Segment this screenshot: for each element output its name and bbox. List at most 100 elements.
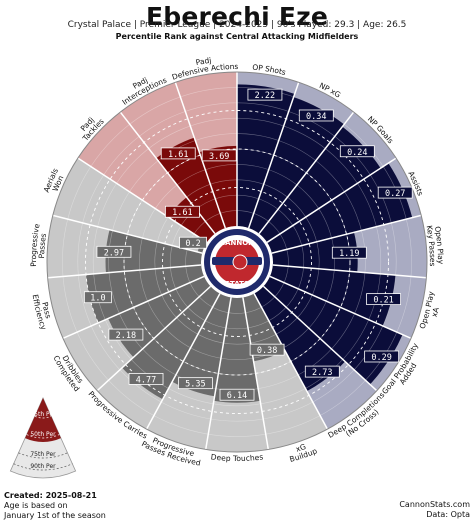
value-label: 0.2 bbox=[185, 239, 200, 249]
grid-separator bbox=[174, 82, 227, 229]
legend-label: 50th Per bbox=[30, 431, 56, 438]
wedge-value bbox=[122, 286, 220, 400]
data-source: Data: Opta bbox=[426, 510, 470, 519]
value-label: 2.73 bbox=[312, 368, 332, 378]
value-label: 3.69 bbox=[209, 152, 229, 162]
value-box bbox=[247, 88, 283, 101]
cannon-stats-logo: CANNON STATS bbox=[204, 229, 270, 295]
player-info-subtitle: Crystal Palace | Premier League | 2024-2… bbox=[67, 20, 407, 30]
grid-quartile-ring bbox=[85, 110, 389, 414]
age-note-line2: January 1st of the season bbox=[4, 511, 106, 520]
value-box bbox=[249, 343, 285, 356]
value-box bbox=[96, 245, 132, 258]
value-box bbox=[219, 388, 255, 401]
wedge-value bbox=[254, 286, 346, 392]
grid-quartile-ring bbox=[123, 148, 351, 376]
value-label: 2.97 bbox=[104, 248, 124, 258]
legend-ring bbox=[34, 415, 52, 419]
value-label: 5.35 bbox=[185, 380, 205, 390]
age-note-line1: Age is based on bbox=[4, 501, 68, 510]
site-name: CannonStats.com bbox=[399, 500, 470, 509]
metric-label: Deep Touches bbox=[210, 452, 263, 463]
grid-separator bbox=[247, 82, 300, 229]
wedge-value bbox=[248, 96, 345, 234]
value-box bbox=[364, 350, 400, 363]
value-box bbox=[160, 147, 196, 160]
metric-label: Pass bbox=[41, 301, 54, 319]
value-label: 1.0 bbox=[90, 294, 105, 304]
metric-label: Passes bbox=[37, 233, 48, 259]
value-box bbox=[331, 246, 367, 259]
legend-label: 90th Per bbox=[30, 463, 56, 470]
grid-separator bbox=[204, 297, 232, 450]
grid-separator bbox=[272, 264, 427, 279]
value-label: 1.61 bbox=[172, 208, 192, 218]
grid-separator bbox=[258, 111, 355, 235]
wedge-value bbox=[237, 84, 295, 228]
metric-label: xG bbox=[294, 441, 307, 453]
value-box bbox=[201, 149, 237, 162]
grid-outer-ring bbox=[46, 71, 428, 453]
wedge-value bbox=[199, 145, 237, 228]
value-box bbox=[108, 328, 144, 341]
logo-text-top: CANNON bbox=[220, 239, 254, 247]
value-label: 0.24 bbox=[347, 148, 367, 158]
legend-ring bbox=[13, 463, 73, 471]
metric-label: Open Play bbox=[433, 225, 445, 264]
value-label: 1.19 bbox=[339, 249, 359, 259]
value-label: 6.14 bbox=[227, 391, 247, 401]
grid-separator bbox=[96, 285, 212, 392]
wedge-value bbox=[105, 229, 203, 273]
radar-grid bbox=[46, 71, 428, 453]
value-box bbox=[366, 293, 401, 306]
wedge-value bbox=[271, 232, 358, 272]
grid-separator bbox=[253, 293, 329, 430]
radar-value-labels: 2.22 0.34 0.24 0.27 1.19 0.21 0.29 2.73 0.38 6.14… bbox=[83, 88, 413, 401]
metric-label: xA bbox=[429, 306, 440, 318]
value-box bbox=[298, 109, 334, 122]
wedge-value bbox=[172, 293, 232, 397]
wedge-value bbox=[269, 264, 396, 326]
value-box bbox=[304, 365, 340, 378]
value-label: 0.29 bbox=[371, 353, 391, 363]
legend-fill bbox=[25, 398, 61, 442]
grid-separator bbox=[242, 297, 270, 450]
grid-separator bbox=[77, 157, 208, 243]
wedge-value bbox=[267, 163, 413, 254]
value-label: 0.38 bbox=[257, 346, 277, 356]
value-label: 2.22 bbox=[255, 91, 275, 101]
legend-ring bbox=[26, 434, 60, 439]
logo-text-bottom: STATS bbox=[225, 280, 249, 288]
wedge-value bbox=[213, 297, 261, 403]
value-label: 0.34 bbox=[306, 112, 326, 122]
value-label: 0.27 bbox=[385, 189, 405, 199]
metric-label: Padj bbox=[195, 55, 212, 66]
value-label: 1.61 bbox=[168, 150, 188, 160]
grid-separator bbox=[62, 275, 205, 340]
legend-ring bbox=[18, 452, 68, 459]
value-label: 2.18 bbox=[116, 331, 136, 341]
wedge-background bbox=[52, 158, 207, 254]
legend-label: 25th Per bbox=[30, 411, 56, 418]
footer-left: Created: 2025-08-21 Age is based on Janu… bbox=[4, 491, 106, 521]
comparison-subtitle: Percentile Rank against Central Attackin… bbox=[115, 32, 359, 41]
value-box bbox=[339, 145, 375, 158]
grid-separator bbox=[47, 264, 202, 279]
grid-separator bbox=[52, 214, 203, 254]
value-box bbox=[377, 186, 413, 199]
footer-right: CannonStats.com Data: Opta bbox=[399, 500, 470, 520]
created-date: Created: 2025-08-21 bbox=[4, 491, 97, 500]
value-label: 4.77 bbox=[136, 375, 156, 385]
value-label: 0.21 bbox=[373, 296, 393, 306]
grid-separator bbox=[269, 275, 412, 340]
legend-label: 75th Per bbox=[30, 451, 56, 458]
grid-separator bbox=[266, 157, 397, 243]
value-box bbox=[83, 291, 112, 304]
value-box bbox=[179, 236, 207, 249]
wedge-value bbox=[156, 137, 226, 234]
grid-separator bbox=[271, 214, 422, 254]
wedge-value bbox=[86, 264, 205, 323]
percentile-legend: 90th Per 75th Per 50th Per 25th Per bbox=[9, 397, 77, 479]
logo-ball bbox=[232, 254, 248, 270]
